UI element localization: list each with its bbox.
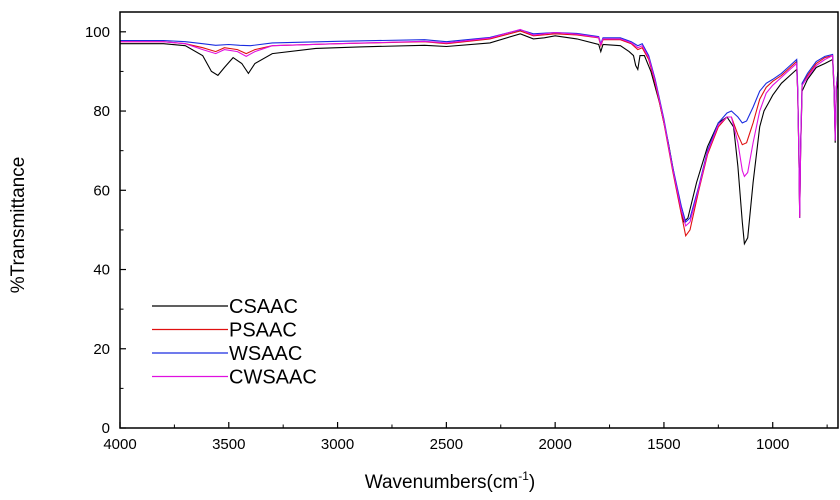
series-line-psaac bbox=[120, 30, 838, 238]
y-tick-label: 0 bbox=[102, 420, 110, 437]
x-tick-label: 1500 bbox=[647, 436, 680, 453]
y-tick-label: 80 bbox=[93, 103, 110, 120]
x-tick-label: 2500 bbox=[430, 436, 463, 453]
x-tick-label: 1000 bbox=[756, 436, 789, 453]
y-tick-label: 40 bbox=[93, 262, 110, 279]
x-tick-label: 3500 bbox=[212, 436, 245, 453]
y-tick-label: 20 bbox=[93, 341, 110, 358]
y-tick-label: 60 bbox=[93, 182, 110, 199]
x-tick-label: 3000 bbox=[321, 436, 354, 453]
series-line-wsaac bbox=[120, 29, 838, 224]
axis-ticks: 4000 3500 3000 2500 2000 1500 1000 0 20 40 60 80 100 bbox=[85, 24, 828, 453]
series-line-csaac bbox=[120, 33, 838, 246]
y-tick-label: 100 bbox=[85, 24, 110, 41]
legend-label-cwsaac: CWSAAC bbox=[229, 367, 317, 389]
series-line-cwsaac bbox=[120, 28, 838, 227]
series-layer bbox=[120, 28, 838, 246]
legend-label-psaac: PSAAC bbox=[229, 320, 297, 342]
y-axis-title: %Transmittance bbox=[8, 157, 29, 294]
x-axis-title: Wavenumbers(cm-1) bbox=[365, 469, 535, 493]
legend-label-csaac: CSAAC bbox=[229, 296, 298, 318]
x-tick-label: 4000 bbox=[103, 436, 136, 453]
legend-label-wsaac: WSAAC bbox=[229, 343, 302, 365]
plot-area-frame bbox=[119, 11, 839, 429]
x-tick-label: 2000 bbox=[538, 436, 571, 453]
